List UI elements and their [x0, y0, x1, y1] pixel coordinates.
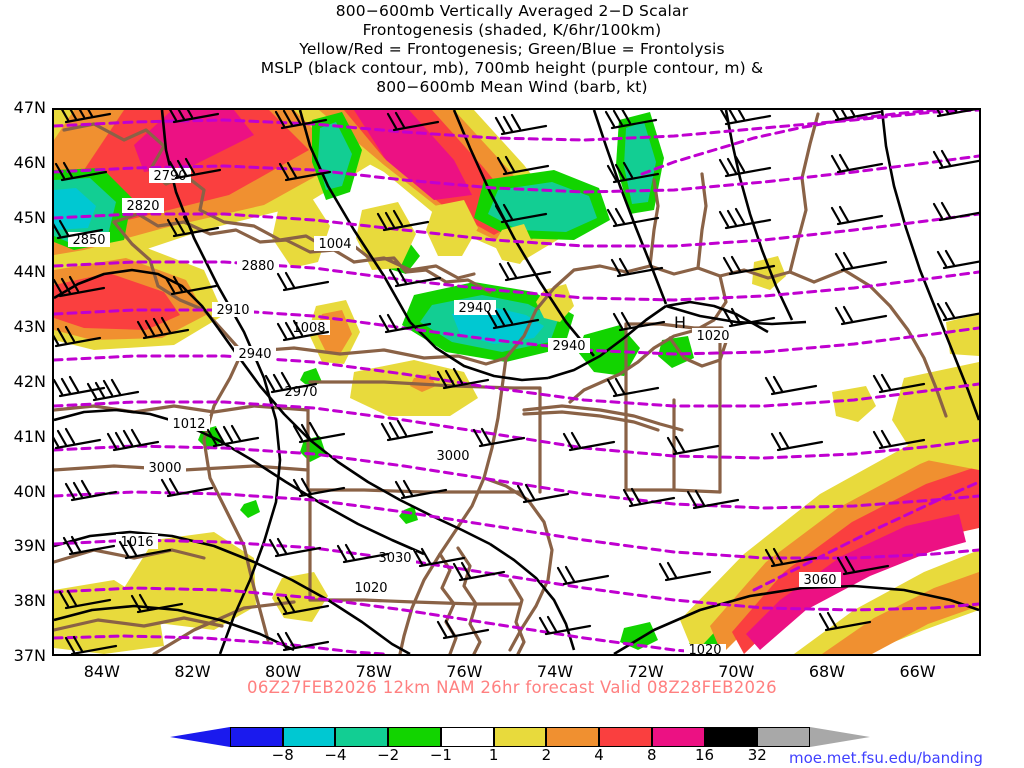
svg-text:2820: 2820	[126, 199, 159, 214]
chart-title-block: 800−600mb Vertically Averaged 2−D Scalar…	[0, 2, 1024, 97]
svg-text:2940: 2940	[552, 339, 585, 354]
lat-tick-40N: 40N	[13, 481, 46, 501]
colorbar-tick-0: −8	[271, 746, 294, 764]
forecast-footer: 06Z27FEB2026 12km NAM 26hr forecast Vali…	[247, 678, 777, 697]
svg-text:1012: 1012	[172, 417, 205, 432]
colorbar-tick-3: −1	[429, 746, 452, 764]
colorbar-segment-9	[704, 727, 758, 747]
colorbar-segment-5	[493, 727, 547, 747]
colorbar-segment-2	[335, 727, 389, 747]
lon-tick-72W: 72W	[627, 662, 664, 681]
lon-tick-70W: 70W	[718, 662, 755, 681]
lat-tick-43N: 43N	[13, 317, 46, 337]
colorbar-segment-7	[599, 727, 652, 747]
colorbar-tick-7: 8	[647, 746, 657, 764]
lat-tick-42N: 42N	[13, 372, 46, 391]
colorbar-segment-3	[388, 727, 441, 747]
svg-text:3060: 3060	[803, 573, 836, 588]
svg-text:3030: 3030	[378, 551, 411, 566]
frontogenesis-shading	[54, 110, 979, 654]
svg-text:3000: 3000	[148, 461, 181, 476]
lat-tick-44N: 44N	[13, 262, 46, 282]
height-700mb-contours	[54, 110, 979, 654]
lon-tick-68W: 68W	[808, 662, 846, 681]
svg-text:2910: 2910	[216, 303, 249, 318]
svg-text:2940: 2940	[458, 301, 491, 316]
colorbar-segment-8	[651, 727, 705, 747]
lat-tick-41N: 41N	[13, 426, 46, 446]
svg-text:2790: 2790	[153, 169, 186, 184]
high-pressure-symbol: H	[674, 313, 686, 332]
svg-text:3000: 3000	[436, 449, 469, 464]
svg-text:1016: 1016	[120, 535, 153, 550]
title-line-2: Frontogenesis (shaded, K/6hr/100km)	[362, 21, 662, 39]
title-line-5: 800−600mb Mean Wind (barb, kt)	[376, 78, 648, 96]
map-canvas: H 2790 2820	[54, 110, 979, 654]
colorbar-tick-2: −2	[377, 746, 400, 764]
svg-text:1020: 1020	[696, 329, 729, 344]
colorbar-right-arrow	[810, 727, 870, 747]
colorbar-segment-4	[440, 727, 494, 747]
lat-tick-47N: 47N	[13, 98, 46, 117]
colorbar-tick-9: 32	[747, 746, 767, 764]
lon-tick-82W: 82W	[174, 662, 211, 681]
svg-text:1020: 1020	[354, 581, 387, 596]
title-line-4: MSLP (black contour, mb), 700mb height (…	[260, 59, 764, 77]
svg-text:2850: 2850	[72, 233, 105, 248]
svg-text:2880: 2880	[241, 259, 274, 274]
svg-text:1004: 1004	[318, 237, 351, 252]
title-line-3: Yellow/Red = Frontogenesis; Green/Blue =…	[299, 40, 725, 58]
lon-tick-80W: 80W	[265, 662, 302, 681]
lon-tick-76W: 76W	[446, 662, 483, 681]
svg-text:2940: 2940	[238, 347, 271, 362]
colorbar-segment-0	[230, 727, 283, 747]
watermark-link[interactable]: moe.met.fsu.edu/banding	[789, 749, 983, 767]
colorbar-tick-6: 4	[594, 746, 604, 764]
colorbar[interactable]: −8 −4 −2 −1 1 2 4 8 16 32	[170, 727, 870, 764]
lon-tick-84W: 84W	[83, 662, 120, 681]
lon-tick-66W: 66W	[899, 662, 936, 681]
colorbar-segment-1	[282, 727, 336, 747]
lat-tick-46N: 46N	[13, 152, 46, 172]
lon-tick-74W: 74W	[536, 662, 574, 681]
svg-text:1020: 1020	[688, 643, 721, 654]
lat-tick-37N: 37N	[13, 646, 46, 665]
lat-tick-38N: 38N	[13, 591, 46, 611]
title-line-1: 800−600mb Vertically Averaged 2−D Scalar	[335, 2, 689, 20]
svg-text:H: H	[674, 313, 686, 332]
colorbar-left-arrow	[170, 727, 230, 747]
colorbar-segment-6	[546, 727, 600, 747]
lat-tick-39N: 39N	[13, 536, 46, 556]
lat-tick-45N: 45N	[13, 207, 46, 227]
colorbar-tick-8: 16	[694, 746, 715, 764]
colorbar-segment-10	[757, 727, 810, 747]
map-plot-area[interactable]: H 2790 2820	[52, 108, 981, 656]
lon-tick-78W: 78W	[355, 662, 392, 681]
colorbar-tick-4: 1	[488, 746, 499, 764]
colorbar-tick-1: −4	[324, 746, 347, 764]
colorbar-tick-5: 2	[541, 746, 552, 764]
wind-barbs	[54, 110, 979, 654]
